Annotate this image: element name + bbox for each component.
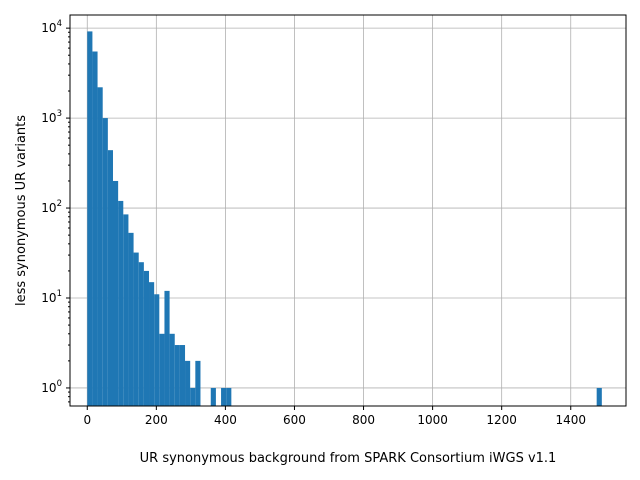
- histogram-bar: [149, 282, 155, 406]
- histogram-bar: [159, 333, 165, 406]
- histogram-bar: [97, 87, 103, 406]
- histogram-bar: [164, 290, 170, 406]
- histogram-bar: [112, 180, 119, 406]
- histogram-bar: [107, 150, 113, 406]
- x-tick-label: 200: [145, 413, 168, 427]
- histogram-bar: [154, 294, 160, 406]
- histogram-bar: [169, 333, 175, 406]
- y-tick-label: 104: [41, 19, 62, 35]
- x-tick-label: 1200: [486, 413, 517, 427]
- plot-frame: [69, 14, 627, 407]
- histogram-bar: [210, 387, 216, 406]
- grid-lines: [70, 15, 626, 406]
- y-tick-label: 101: [41, 289, 62, 305]
- y-tick-label: 103: [41, 109, 62, 125]
- histogram-bar: [138, 262, 144, 406]
- x-tick-label: 600: [283, 413, 306, 427]
- x-tick-label: 0: [83, 413, 91, 427]
- x-axis-label: UR synonymous background from SPARK Cons…: [140, 451, 557, 466]
- histogram-bar: [185, 360, 191, 406]
- x-tick-label: 400: [214, 413, 237, 427]
- histogram-bar: [179, 345, 186, 406]
- histogram-bar: [102, 118, 108, 407]
- histogram-bar: [195, 360, 201, 406]
- histogram-bar: [143, 270, 150, 406]
- histogram-bar: [190, 387, 196, 406]
- histogram-bar: [118, 200, 124, 406]
- histogram-bar: [123, 214, 129, 406]
- y-tick-label: 100: [41, 379, 62, 395]
- histogram-bar: [128, 232, 134, 406]
- y-axis-ticks: 100 101 102 103 104: [41, 19, 70, 403]
- x-tick-label: 1000: [417, 413, 448, 427]
- x-tick-label: 1400: [555, 413, 586, 427]
- x-axis-ticks: 0 200 400 600 800 1000 1200 1400: [83, 406, 586, 427]
- x-tick-label: 800: [352, 413, 375, 427]
- histogram-bar: [596, 387, 602, 406]
- histogram-bar: [221, 387, 227, 406]
- histogram-bar: [92, 51, 98, 406]
- y-axis-label: less synonymous UR variants: [14, 115, 29, 306]
- histogram-bar: [174, 345, 180, 406]
- histogram-bar: [226, 387, 232, 406]
- histogram-bar: [87, 31, 93, 407]
- y-tick-label: 102: [41, 199, 62, 215]
- histogram-bars: [87, 31, 602, 407]
- histogram-bar: [133, 252, 139, 406]
